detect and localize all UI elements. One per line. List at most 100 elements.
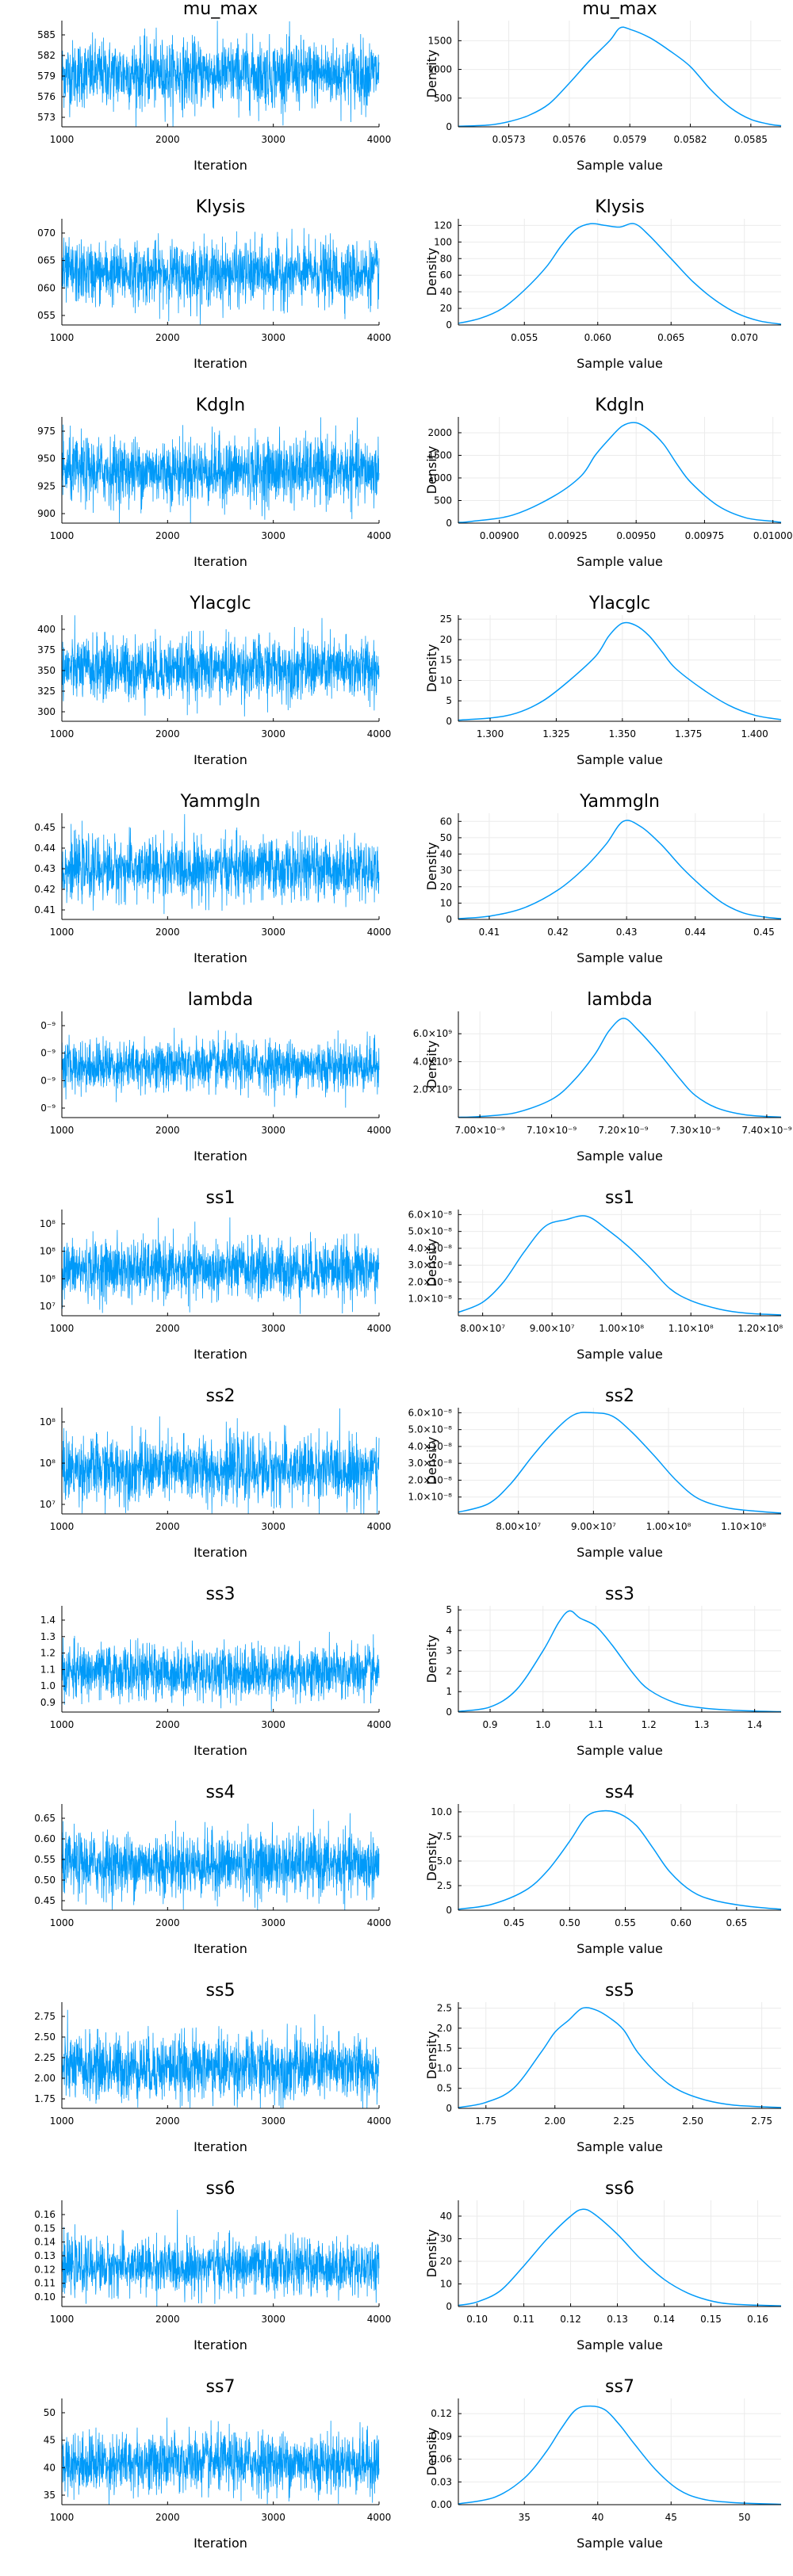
trace-x-tick-label: 2000 (155, 530, 180, 541)
density-y-tick-label: 2.0×10⁻⁸ (408, 1276, 452, 1287)
density-x-tick-label: 0.16 (747, 2314, 768, 2325)
trace-y-tick-label: 0⁻⁹ (40, 1103, 56, 1114)
trace-y-tick-label: 0.13 (34, 2250, 56, 2261)
trace-y-tick-label: 50 (44, 2407, 56, 2418)
trace-x-tick-label: 3000 (261, 728, 285, 740)
density-y-label: Density (424, 2031, 439, 2080)
trace-y-tick-label: 350 (37, 665, 56, 676)
density-x-tick-label: 0.060 (584, 332, 611, 343)
trace-x-label: Iteration (193, 2139, 247, 2154)
density-x-tick-label: 7.40×10⁻⁹ (741, 1125, 791, 1136)
density-x-tick-label: 0.50 (559, 1917, 580, 1928)
density-x-tick-label: 2.50 (682, 2115, 703, 2127)
density-y-tick-label: 5.0 (437, 1856, 452, 1867)
density-y-tick-label: 0.12 (431, 2408, 452, 2419)
density-y-tick-label: 4.0×10⁻⁸ (408, 1243, 452, 1254)
density-y-tick-label: 25 (440, 613, 452, 625)
density-y-tick-label: 0 (446, 2103, 452, 2114)
density-y-tick-label: 50 (440, 832, 452, 843)
trace-x-label: Iteration (193, 2337, 247, 2352)
density-x-tick-label: 0.0576 (553, 134, 586, 145)
density-x-tick-label: 8.00×10⁷ (496, 1521, 541, 1532)
trace-y-tick-label: 375 (37, 644, 56, 655)
density-y-tick-label: 7.5 (437, 1831, 452, 1842)
density-x-tick-label: 0.0585 (734, 134, 768, 145)
trace-x-tick-label: 3000 (261, 2512, 285, 2523)
density-y-tick-label: 10 (440, 2278, 452, 2289)
density-y-tick-label: 6.0×10⁻⁸ (408, 1407, 452, 1418)
trace-x-tick-label: 4000 (367, 1125, 392, 1136)
density-y-tick-label: 2 (446, 1665, 452, 1676)
density-x-tick-label: 1.20×10⁸ (737, 1323, 783, 1334)
density-title: mu_max (582, 0, 657, 19)
trace-line (61, 2009, 380, 2108)
density-y-tick-label: 0 (446, 518, 452, 529)
density-x-tick-label: 0.12 (560, 2314, 581, 2325)
trace-x-tick-label: 2000 (155, 1125, 180, 1136)
density-x-tick-label: 0.15 (700, 2314, 722, 2325)
trace-y-tick-label: 0⁻⁹ (40, 1048, 56, 1059)
density-y-tick-label: 1.0×10⁻⁸ (408, 1492, 452, 1503)
trace-title: ss6 (206, 2179, 236, 2199)
density-curve (458, 1412, 782, 1514)
density-y-label: Density (424, 2230, 439, 2278)
trace-x-tick-label: 3000 (261, 2314, 285, 2325)
trace-line (61, 1408, 380, 1514)
density-x-tick-label: 9.00×10⁷ (571, 1521, 616, 1532)
trace-y-tick-label: 1.3 (40, 1631, 56, 1642)
density-x-tick-label: 0.00950 (616, 530, 656, 541)
density-curve (458, 223, 782, 325)
trace-title: Klysis (196, 197, 246, 217)
density-x-tick-label: 1.00×10⁸ (646, 1521, 691, 1532)
density-x-label: Sample value (577, 1941, 663, 1956)
density-title: Yammgln (579, 792, 660, 812)
trace-x-tick-label: 2000 (155, 332, 180, 343)
density-x-tick-label: 8.00×10⁷ (460, 1323, 505, 1334)
trace-x-tick-label: 2000 (155, 1917, 180, 1928)
trace-y-tick-label: 585 (37, 29, 56, 40)
trace-y-tick-label: 573 (37, 112, 56, 123)
trace-y-tick-label: 1.2 (40, 1648, 56, 1659)
density-x-tick-label: 0.44 (684, 927, 706, 938)
density-x-label: Sample value (577, 752, 663, 767)
trace-y-tick-label: 0.43 (34, 863, 56, 874)
density-x-tick-label: 50 (738, 2512, 750, 2523)
trace-x-tick-label: 2000 (155, 1323, 180, 1334)
density-x-tick-label: 45 (665, 2512, 677, 2523)
density-y-tick-label: 3 (446, 1645, 452, 1657)
density-curve (458, 1810, 782, 1910)
trace-y-tick-label: 975 (37, 426, 56, 437)
density-x-tick-label: 0.13 (607, 2314, 628, 2325)
trace-y-tick-label: 10⁸ (40, 1416, 56, 1428)
trace-x-label: Iteration (193, 950, 247, 965)
trace-x-tick-label: 4000 (367, 1323, 392, 1334)
trace-y-tick-label: 0⁻⁹ (40, 1075, 56, 1086)
trace-line (61, 1027, 380, 1108)
density-x-tick-label: 0.65 (726, 1917, 748, 1928)
trace-y-tick-label: 0.50 (34, 1875, 56, 1886)
density-x-label: Sample value (577, 2536, 663, 2551)
density-curve (458, 1018, 782, 1118)
trace-y-tick-label: 1.0 (40, 1680, 56, 1691)
trace-x-tick-label: 3000 (261, 530, 285, 541)
density-y-tick-label: 6.0×10⁹ (413, 1028, 452, 1039)
density-y-label: Density (424, 1833, 439, 1882)
trace-y-tick-label: 0.15 (34, 2222, 56, 2234)
density-curve (458, 2208, 782, 2307)
trace-y-tick-label: 0.55 (34, 1854, 56, 1865)
density-y-tick-label: 30 (440, 865, 452, 876)
density-y-tick-label: 0 (446, 319, 452, 331)
trace-y-tick-label: 45 (44, 2435, 56, 2446)
density-y-tick-label: 3.0×10⁻⁸ (408, 1259, 452, 1271)
density-x-tick-label: 1.4 (747, 1719, 762, 1730)
panel-row-Yammgln: Yammgln 1000 2000 3000 4000 0.45 0.44 0.43 0.42 0… (34, 792, 782, 965)
trace-y-tick-label: 950 (37, 453, 56, 464)
density-x-tick-label: 0.0573 (492, 134, 526, 145)
trace-line (61, 1217, 380, 1314)
density-title: Kdgln (595, 396, 644, 415)
density-x-label: Sample value (577, 1545, 663, 1560)
density-title: Klysis (595, 197, 645, 217)
density-y-tick-label: 0 (446, 716, 452, 727)
density-x-tick-label: 0.60 (670, 1917, 691, 1928)
density-y-tick-label: 1.0 (437, 2062, 452, 2073)
